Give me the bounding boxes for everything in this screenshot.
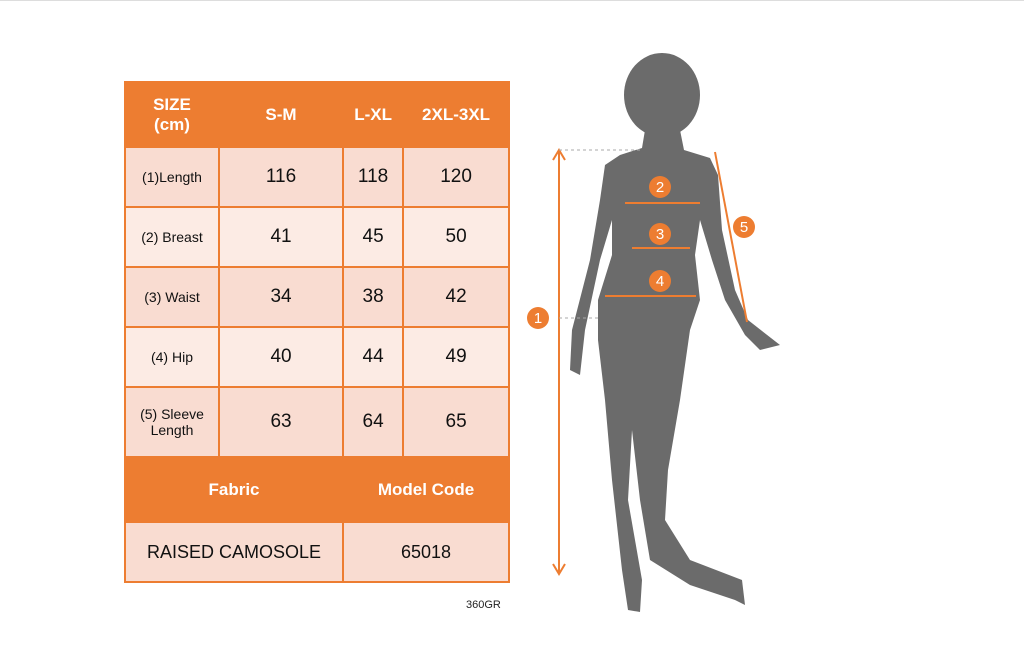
cell: 44 [342,326,405,388]
cell: 40 [217,326,345,388]
cell: 45 [342,206,405,268]
header-2xl-3xl: 2XL-3XL [402,81,510,148]
row-label: (3) Waist [124,266,220,328]
table-row: (2) Breast 41 45 50 [124,206,510,268]
cell: 120 [402,146,510,208]
table-row: (1)Length 116 118 120 [124,146,510,208]
model-code-value: 65018 [342,521,510,583]
marker-1: 1 [534,310,542,327]
marker-4: 4 [656,273,664,290]
table-row: (5) Sleeve Length 63 64 65 [124,386,510,458]
table-row: (3) Waist 34 38 42 [124,266,510,328]
row-label: (4) Hip [124,326,220,388]
row-label: (1)Length [124,146,220,208]
top-border [0,0,1024,1]
cell: 50 [402,206,510,268]
fabric-value: RAISED CAMOSOLE [123,521,345,583]
header-s-m: S-M [217,81,345,148]
cell: 65 [402,386,510,458]
sleeve-arrow [714,151,748,323]
model-code-header: Model Code [342,456,510,523]
footer-code: 360GR [466,599,501,611]
row-label: (2) Breast [124,206,220,268]
cell: 63 [217,386,345,458]
marker-2: 2 [656,179,664,196]
header-l-xl: L-XL [342,81,405,148]
cell: 38 [342,266,405,328]
size-table: SIZE (cm) S-M L-XL 2XL-3XL (1)Length 116 11… [123,81,510,583]
marker-5: 5 [740,219,748,236]
body-silhouette: 1 2 3 4 5 [527,53,780,612]
cell: 34 [217,266,345,328]
cell: 116 [217,146,345,208]
marker-3: 3 [656,226,664,243]
cell: 64 [342,386,405,458]
cell: 41 [217,206,345,268]
cell: 42 [402,266,510,328]
silhouette-icon [570,53,780,612]
table-row: (4) Hip 40 44 49 [124,326,510,388]
header-size: SIZE (cm) [124,81,220,148]
row-label: (5) Sleeve Length [124,386,220,458]
cell: 118 [342,146,405,208]
cell: 49 [402,326,510,388]
fabric-header: Fabric [123,456,345,523]
